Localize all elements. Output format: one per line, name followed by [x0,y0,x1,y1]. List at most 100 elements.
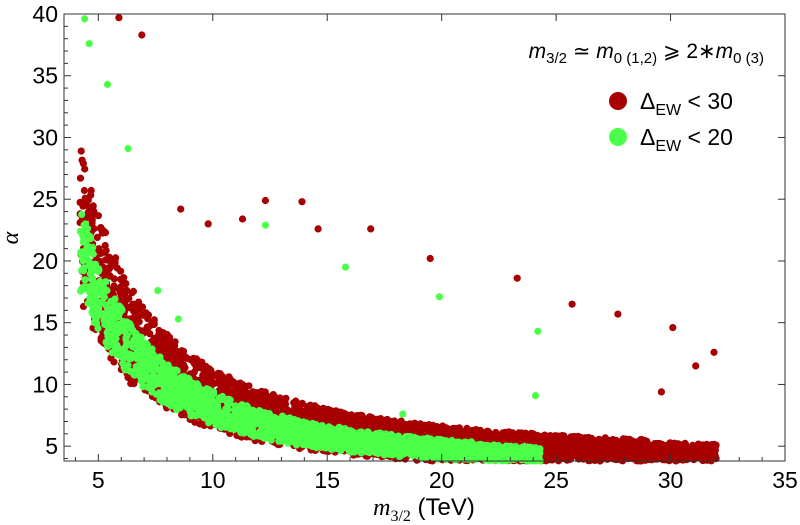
point-ew30 [78,156,86,164]
point-ew30 [590,438,598,446]
point-ew30 [548,441,556,449]
point-ew30 [249,397,257,405]
point-ew20 [89,250,97,258]
point-ew20 [126,320,134,328]
point-ew30 [356,415,364,423]
point-ew30 [682,441,690,449]
point-ew30 [89,211,97,219]
point-ew30 [214,369,222,377]
point-ew20 [399,450,407,458]
point-ew20 [122,335,130,344]
point-ew20 [316,424,324,432]
point-ew30 [476,426,484,434]
point-ew30 [329,408,338,416]
point-ew30 [589,446,597,454]
point-ew20 [242,414,250,422]
point-ew20 [254,432,262,440]
point-ew20 [164,361,172,369]
point-ew30 [117,267,125,275]
point-ew30 [314,405,322,413]
point-ew30 [340,416,348,424]
point-ew30 [125,303,133,311]
point-ew30 [139,311,147,319]
point-ew20 [169,369,177,377]
point-ew20 [125,355,133,363]
point-ew20 [469,442,477,450]
point-ew30 [540,439,548,448]
point-ew30 [81,165,89,173]
point-ew30 [111,255,119,263]
point-ew20 [330,441,338,449]
point-ew20 [82,251,90,259]
point-ew20 [448,442,456,450]
point-ew30 [128,289,136,297]
point-ew30 [105,253,113,261]
point-ew30 [110,275,118,283]
point-ew30 [204,220,212,228]
point-ew30 [115,14,123,22]
point-ew30 [201,374,209,382]
point-ew20 [317,442,325,450]
point-ew30 [205,365,213,373]
point-ew20 [248,407,256,416]
point-ew20 [217,412,225,420]
point-ew30 [291,406,299,414]
point-ew30 [646,442,654,451]
point-ew30 [163,343,171,352]
point-ew20 [178,373,186,381]
point-ew30 [98,229,106,237]
point-ew20 [290,438,298,446]
point-ew30 [206,370,214,378]
point-ew30 [150,334,158,342]
point-ew30 [670,440,678,448]
point-ew20 [104,326,113,334]
point-ew30 [97,224,105,232]
point-ew20 [396,438,404,446]
point-ew20 [106,305,114,313]
point-ew20 [227,425,235,433]
point-ew20 [480,447,488,455]
point-ew20 [114,328,123,337]
point-ew20 [81,220,90,228]
point-ew30 [515,432,523,440]
point-ew20 [254,409,262,417]
point-ew20 [86,282,95,291]
point-ew30 [619,435,627,443]
point-ew30 [485,428,493,436]
point-ew20 [266,429,274,437]
point-ew20 [132,330,140,338]
point-ew30 [679,447,687,455]
point-ew20 [340,440,348,448]
point-ew30 [144,311,153,319]
point-ew20 [202,391,210,399]
point-ew30 [576,433,585,441]
point-ew20 [79,238,87,246]
point-ew30 [657,388,666,396]
point-ew30 [608,438,617,446]
point-ew30 [573,453,581,461]
point-ew30 [501,431,509,439]
point-ew30 [513,274,521,282]
point-ew20 [89,295,97,303]
point-ew20 [148,388,156,396]
point-ew20 [243,403,252,411]
point-ew30 [645,454,653,462]
point-ew30 [427,426,435,434]
point-ew20 [190,411,198,419]
point-ew20 [81,276,89,284]
point-ew20 [194,399,202,407]
point-ew30 [165,353,173,361]
point-ew30 [611,448,619,456]
point-ew20 [103,286,111,295]
point-ew30 [180,361,188,369]
point-ew20 [382,449,390,457]
point-ew30 [669,324,677,332]
point-ew20 [519,443,527,451]
point-ew20 [76,227,84,236]
point-ew20 [160,388,168,396]
point-ew30 [568,447,576,455]
point-ew30 [434,429,442,437]
point-ew30 [600,444,608,452]
point-ew20 [207,397,215,405]
point-ew20 [142,343,151,351]
